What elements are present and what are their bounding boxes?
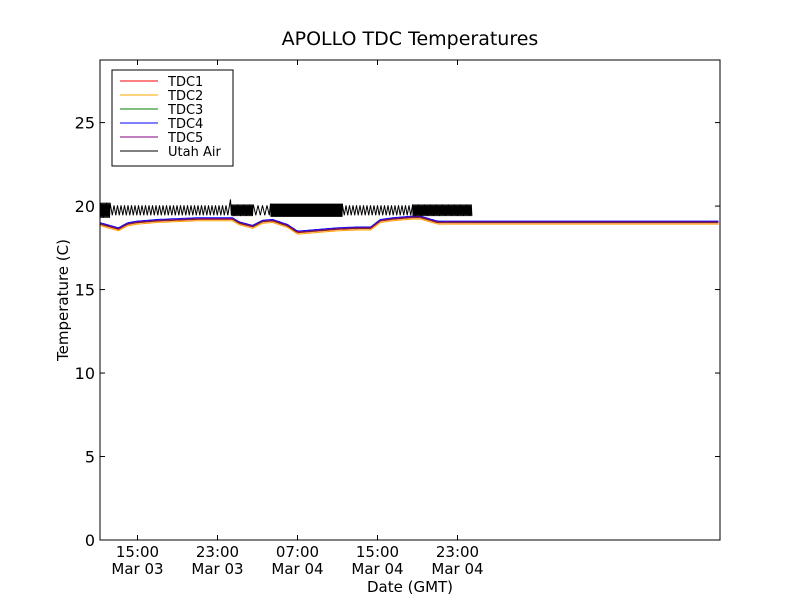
x-tick-time-label: 15:00: [116, 543, 159, 561]
series-lines: [100, 199, 719, 235]
x-tick-date-label: Mar 03: [191, 560, 243, 578]
plot-frame: [99, 59, 721, 541]
series-line-utah-air: [100, 199, 473, 218]
legend-label: TDC2: [167, 89, 203, 104]
legend-label: Utah Air: [168, 145, 221, 160]
y-tick-label: 15: [75, 281, 95, 300]
legend-box: [111, 69, 234, 167]
x-tick-time-label: 07:00: [276, 543, 319, 561]
x-tick-date-label: Mar 04: [431, 560, 483, 578]
series-line-tdc5: [100, 216, 719, 233]
x-axis-label: Date (GMT): [367, 578, 453, 596]
legend-label: TDC5: [167, 131, 203, 146]
chart-title: APOLLO TDC Temperatures: [282, 28, 539, 50]
x-tick-time-label: 23:00: [196, 543, 239, 561]
y-tick-label: 10: [75, 364, 95, 383]
y-axis-label: Temperature (C): [54, 239, 72, 362]
y-axis: 0 5 10 15 20 25: [75, 114, 720, 550]
y-tick-label: 5: [85, 448, 95, 467]
y-tick-label: 20: [75, 197, 95, 216]
legend-label: TDC3: [167, 103, 203, 118]
x-tick-date-label: Mar 03: [111, 560, 163, 578]
x-tick-date-label: Mar 04: [271, 560, 323, 578]
legend-label: TDC4: [167, 117, 203, 132]
x-tick-time-label: 15:00: [356, 543, 399, 561]
series-line-tdc4: [100, 215, 719, 232]
y-tick-label: 0: [85, 531, 95, 550]
series-line-tdc2: [100, 218, 719, 235]
x-tick-date-label: Mar 04: [351, 560, 403, 578]
x-tick-time-label: 23:00: [436, 543, 479, 561]
legend-label: TDC1: [167, 75, 203, 90]
y-tick-label: 25: [75, 114, 95, 133]
